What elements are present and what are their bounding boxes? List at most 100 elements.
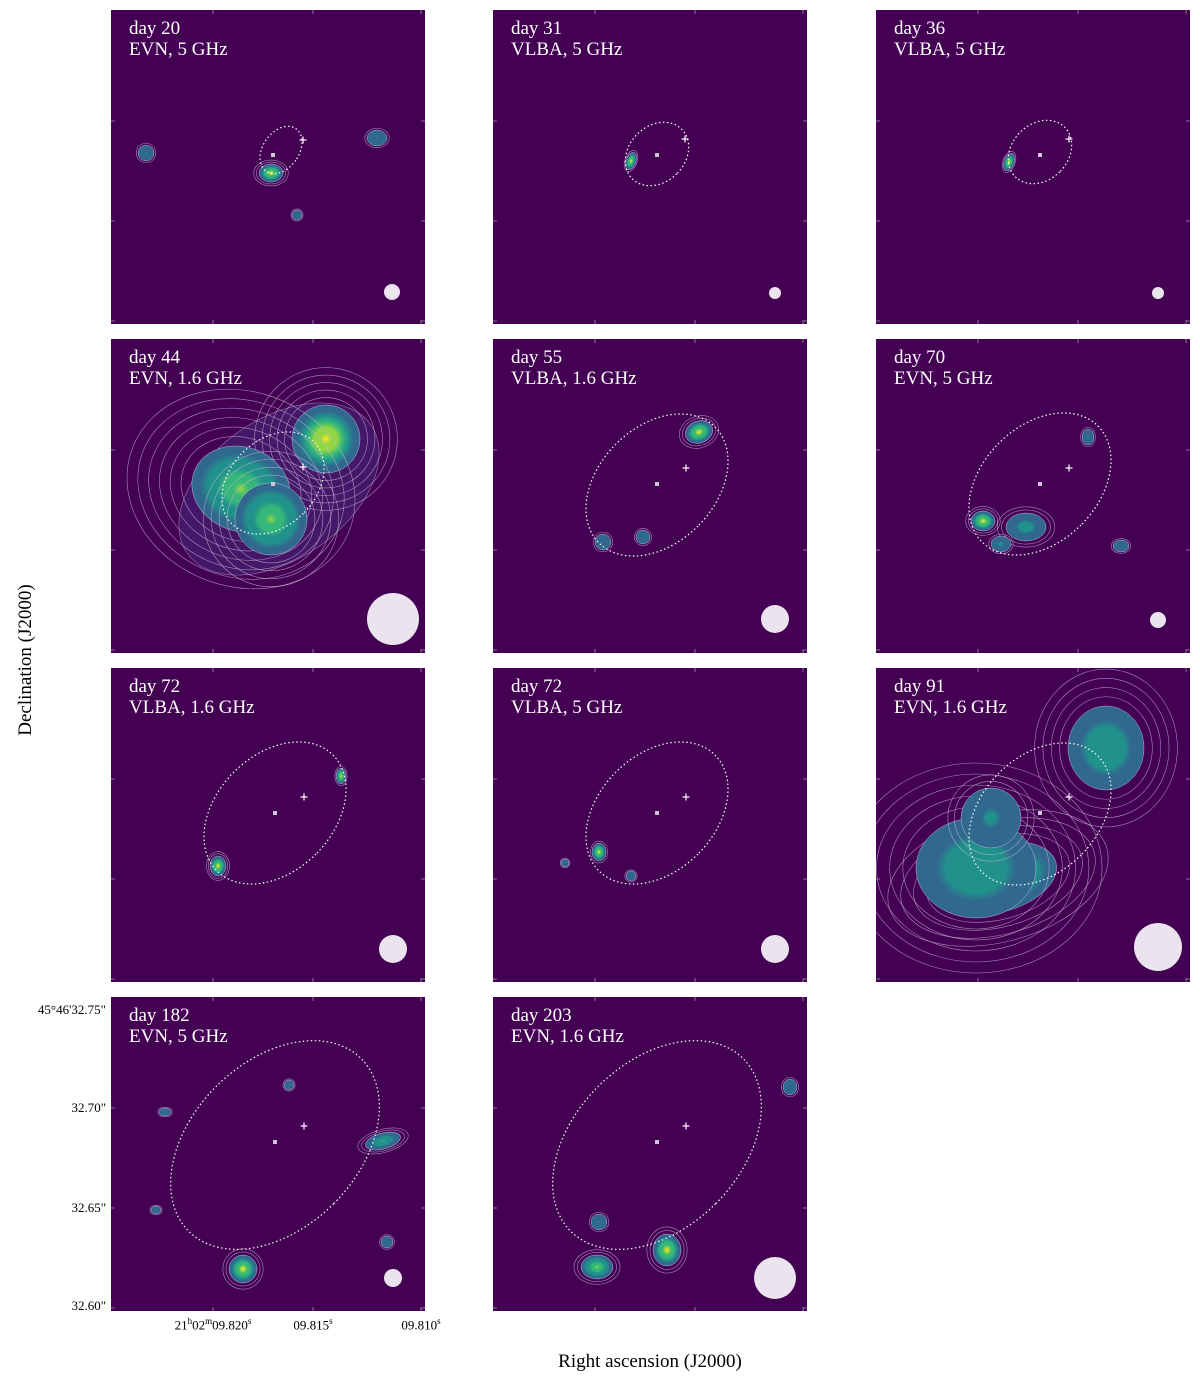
square-marker — [271, 482, 275, 486]
error-ellipse — [585, 741, 729, 885]
y-axis-label: Declination (J2000) — [15, 584, 36, 736]
beam-ellipse — [367, 593, 419, 645]
emission-component — [678, 415, 720, 449]
vlbi-image-panel: day 182 EVN, 5 GHz — [111, 997, 425, 1311]
beam-ellipse — [761, 935, 789, 963]
error-ellipse — [968, 412, 1112, 556]
square-marker — [655, 811, 659, 815]
emission-component — [559, 857, 571, 869]
square-marker — [655, 153, 659, 157]
vlbi-image-panel: day 44 EVN, 1.6 GHz — [111, 339, 425, 653]
x-axis-label: Right ascension (J2000) — [558, 1351, 742, 1372]
radio-map — [493, 339, 807, 653]
radio-map — [876, 10, 1190, 324]
radio-map — [876, 339, 1190, 653]
error-ellipse — [170, 1040, 380, 1250]
emission-component — [157, 1106, 173, 1118]
square-marker — [271, 153, 275, 157]
square-marker — [273, 811, 277, 815]
cross-marker — [299, 463, 307, 471]
radio-map — [111, 997, 425, 1311]
vlbi-image-panel: day 72 VLBA, 1.6 GHz — [111, 668, 425, 982]
emission-component — [623, 150, 639, 172]
radio-map — [111, 668, 425, 982]
map-background — [876, 668, 1190, 982]
square-marker — [655, 1140, 659, 1144]
emission-component — [996, 506, 1056, 548]
emission-component — [634, 528, 652, 546]
vlbi-image-panel: day 20 EVN, 5 GHz — [111, 10, 425, 324]
dec-tick-label: 32.70" — [71, 1100, 106, 1115]
radio-map — [111, 10, 425, 324]
emission-component — [1034, 668, 1178, 828]
error-ellipse — [1007, 119, 1073, 185]
emission-component — [379, 1234, 395, 1250]
emission-component — [781, 1076, 799, 1098]
emission-component — [590, 840, 608, 864]
beam-ellipse — [1152, 287, 1164, 299]
emission-component — [149, 1204, 163, 1216]
emission-component — [1001, 151, 1017, 173]
emission-component — [357, 1127, 409, 1155]
cross-marker — [682, 464, 690, 472]
error-ellipse — [585, 413, 729, 557]
map-background — [111, 668, 425, 982]
square-marker — [655, 482, 659, 486]
emission-component — [364, 127, 390, 149]
vlbi-image-panel: day 31 VLBA, 5 GHz — [493, 10, 807, 324]
error-ellipse — [203, 741, 347, 885]
emission-component — [988, 533, 1014, 555]
emission-component — [135, 142, 157, 164]
emission-component — [965, 506, 1001, 536]
cross-marker — [1065, 135, 1073, 143]
emission-component — [646, 1226, 688, 1274]
error-ellipse — [221, 431, 325, 535]
cross-marker — [681, 135, 689, 143]
dec-tick-label: 32.65" — [71, 1200, 106, 1215]
beam-ellipse — [754, 1257, 796, 1299]
radio-map — [493, 668, 807, 982]
cross-marker — [299, 136, 307, 144]
radio-map — [876, 668, 1190, 982]
map-background — [876, 339, 1190, 653]
map-background — [493, 668, 807, 982]
dec-tick-label: 45°46'32.75" — [37, 1002, 106, 1017]
emission-component — [573, 1249, 621, 1285]
beam-ellipse — [1150, 612, 1166, 628]
beam-ellipse — [769, 287, 781, 299]
emission-component — [290, 208, 304, 222]
vlbi-image-panel: day 72 VLBA, 5 GHz — [493, 668, 807, 982]
error-ellipse — [552, 1040, 762, 1250]
emission-component — [222, 1248, 264, 1290]
vlbi-image-panel: day 91 EVN, 1.6 GHz — [876, 668, 1190, 982]
emission-component — [588, 1211, 610, 1233]
beam-ellipse — [384, 1269, 402, 1287]
cross-marker — [1065, 793, 1073, 801]
emission-component — [592, 531, 614, 553]
map-background — [493, 997, 807, 1311]
vlbi-image-panel: day 55 VLBA, 1.6 GHz — [493, 339, 807, 653]
beam-ellipse — [384, 284, 400, 300]
map-background — [493, 339, 807, 653]
cross-marker — [682, 1122, 690, 1130]
emission-component — [203, 451, 339, 587]
emission-component — [1110, 538, 1132, 554]
map-background — [876, 10, 1190, 324]
square-marker — [1038, 811, 1042, 815]
square-marker — [1038, 482, 1042, 486]
emission-component — [947, 774, 1035, 862]
beam-ellipse — [379, 935, 407, 963]
ra-tick-label: 09.810s — [401, 1316, 441, 1333]
beam-ellipse — [761, 605, 789, 633]
square-marker — [1038, 153, 1042, 157]
error-ellipse — [968, 742, 1112, 886]
vlbi-image-panel: day 203 EVN, 1.6 GHz — [493, 997, 807, 1311]
emission-component — [206, 851, 230, 881]
vlbi-image-panel: day 36 VLBA, 5 GHz — [876, 10, 1190, 324]
vlbi-image-panel: day 70 EVN, 5 GHz — [876, 339, 1190, 653]
radio-map — [493, 997, 807, 1311]
emission-component — [1080, 426, 1096, 448]
emission-component — [282, 1078, 296, 1092]
map-background — [493, 10, 807, 324]
radio-map — [111, 339, 425, 653]
